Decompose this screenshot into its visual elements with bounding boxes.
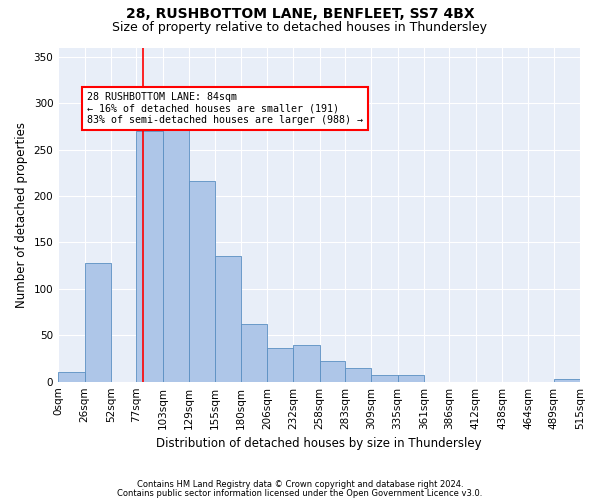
Bar: [189, 181, 215, 382]
Text: 28 RUSHBOTTOM LANE: 84sqm
← 16% of detached houses are smaller (191)
83% of semi: 28 RUSHBOTTOM LANE: 84sqm ← 16% of detac…: [86, 92, 362, 126]
Text: Contains public sector information licensed under the Open Government Licence v3: Contains public sector information licen…: [118, 488, 482, 498]
Bar: [85, 263, 111, 382]
Text: Contains HM Land Registry data © Crown copyright and database right 2024.: Contains HM Land Registry data © Crown c…: [137, 480, 463, 489]
Bar: [215, 256, 241, 382]
Bar: [320, 362, 345, 382]
Bar: [398, 375, 424, 382]
Bar: [163, 114, 189, 382]
Bar: [554, 379, 580, 382]
Bar: [293, 344, 320, 382]
Bar: [241, 324, 267, 382]
Bar: [371, 375, 398, 382]
Bar: [136, 131, 163, 382]
Y-axis label: Number of detached properties: Number of detached properties: [15, 122, 28, 308]
Text: Size of property relative to detached houses in Thundersley: Size of property relative to detached ho…: [113, 21, 487, 34]
X-axis label: Distribution of detached houses by size in Thundersley: Distribution of detached houses by size …: [156, 437, 482, 450]
Bar: [267, 348, 293, 382]
Bar: [345, 368, 371, 382]
Bar: [58, 372, 85, 382]
Text: 28, RUSHBOTTOM LANE, BENFLEET, SS7 4BX: 28, RUSHBOTTOM LANE, BENFLEET, SS7 4BX: [125, 8, 475, 22]
